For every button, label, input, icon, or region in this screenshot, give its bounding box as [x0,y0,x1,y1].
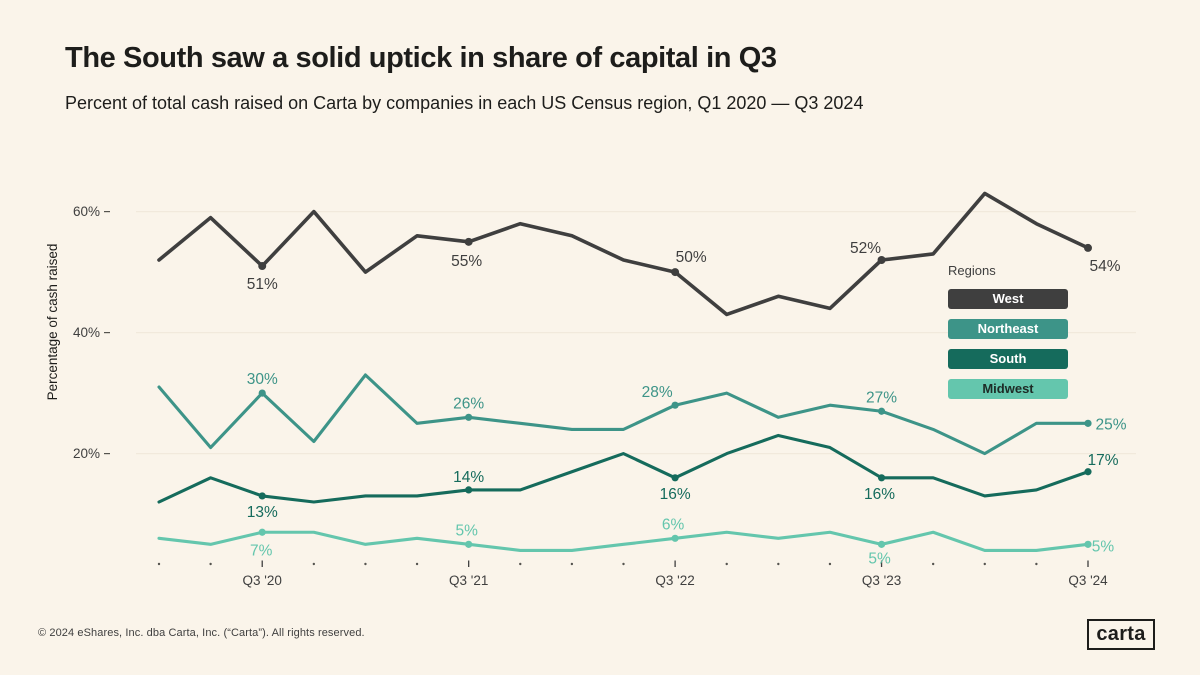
x-tick-minor [415,562,419,566]
data-point-label-west: 52% [850,240,881,257]
legend-item-south: South [948,349,1068,369]
data-point-label-midwest: 5% [455,522,478,539]
x-tick-label: Q3 '20 [243,573,282,588]
y-tick-label: 60% [73,204,100,219]
data-point-south [465,486,473,494]
footer-copyright: © 2024 eShares, Inc. dba Carta, Inc. (“C… [38,627,365,639]
data-point-midwest [258,528,266,536]
x-tick-label: Q3 '21 [449,573,488,588]
data-point-label-west: 51% [247,276,278,293]
data-point-label-midwest: 5% [868,550,891,567]
chart-legend: Regions West Northeast South Midwest [948,263,1068,409]
legend-item-midwest: Midwest [948,379,1068,399]
data-point-midwest [1084,540,1092,548]
y-axis-title: Percentage of cash raised [45,244,60,401]
x-tick-label: Q3 '22 [655,573,694,588]
carta-logo: carta [1087,619,1155,650]
legend-item-west: West [948,289,1068,309]
data-point-midwest [671,534,679,542]
data-point-label-south: 13% [247,504,278,521]
page-subtitle: Percent of total cash raised on Carta by… [65,93,864,113]
x-tick-minor [931,562,935,566]
page-title: The South saw a solid uptick in share of… [65,42,777,74]
data-point-northeast [1084,419,1092,427]
y-tick-label: 20% [73,446,100,461]
x-tick-label: Q3 '23 [862,573,901,588]
data-point-south [258,492,266,500]
data-point-label-northeast: 28% [642,384,673,401]
data-point-label-west: 50% [676,249,707,266]
data-point-label-south: 16% [660,486,691,503]
data-point-label-midwest: 6% [662,516,685,533]
x-tick-minor [622,562,625,566]
data-point-label-south: 16% [864,486,895,503]
carta-logo-text: carta [1096,623,1146,645]
data-point-west [1083,243,1092,252]
data-point-west [877,256,886,264]
data-point-label-northeast: 30% [247,371,278,388]
data-point-west [258,262,267,271]
x-tick-minor [519,562,522,566]
x-tick-minor [725,562,728,566]
series-line-midwest [157,530,1090,552]
data-point-northeast [465,413,473,421]
x-tick-minor [157,562,161,566]
data-point-label-northeast: 27% [866,389,897,406]
data-point-west [464,237,473,246]
data-point-label-west: 54% [1089,258,1120,275]
x-tick-label: Q3 '24 [1068,573,1108,588]
legend-items: West Northeast South Midwest [948,289,1068,399]
x-tick-minor [828,562,832,566]
x-tick-minor [1035,562,1038,566]
data-point-label-midwest: 5% [1092,538,1115,555]
data-point-south [1084,468,1092,476]
data-point-northeast [258,389,266,397]
data-point-midwest [465,540,473,548]
data-point-south [877,474,886,482]
data-point-label-northeast: 26% [453,395,484,412]
series-line-west [157,191,1090,317]
x-tick-minor [570,562,574,566]
data-point-label-northeast: 25% [1095,416,1126,433]
legend-item-northeast: Northeast [948,319,1068,339]
data-point-midwest [877,540,886,548]
data-point-northeast [671,401,679,409]
data-point-label-south: 17% [1087,452,1118,469]
legend-title: Regions [948,263,996,278]
data-point-label-midwest: 7% [250,542,273,559]
data-point-south [671,474,679,482]
y-tick-label: 40% [73,325,100,340]
x-tick-minor [364,562,367,566]
data-point-label-west: 55% [451,253,482,270]
x-tick-minor [777,562,780,566]
data-point-northeast [877,407,886,415]
x-tick-minor [983,562,986,566]
data-point-label-south: 14% [453,469,484,486]
series-line-south [157,433,1090,504]
x-tick-minor [209,562,212,566]
data-point-west [671,268,680,277]
x-tick-minor [312,562,316,566]
series-line-northeast [157,373,1090,456]
